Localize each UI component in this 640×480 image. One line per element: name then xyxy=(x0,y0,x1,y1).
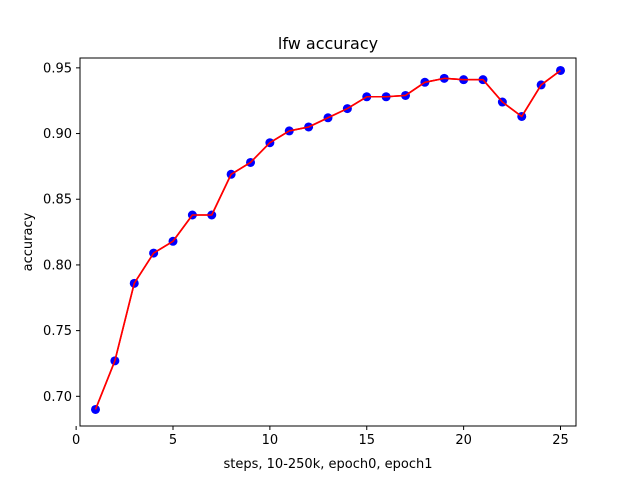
axes-frame xyxy=(79,57,577,427)
x-tick-label: 25 xyxy=(552,433,569,448)
x-tick-label: 10 xyxy=(262,433,279,448)
x-tick-label: 20 xyxy=(455,433,472,448)
x-tick-label: 0 xyxy=(72,433,80,448)
y-tick-label: 0.70 xyxy=(43,390,72,405)
y-tick-label: 0.80 xyxy=(43,258,72,273)
y-tick-label: 0.85 xyxy=(43,193,72,208)
y-axis-title: accuracy xyxy=(21,212,36,271)
x-tick-label: 15 xyxy=(358,433,375,448)
y-tick-label: 0.75 xyxy=(43,324,72,339)
y-tick-label: 0.95 xyxy=(43,61,72,76)
series-line-overlay xyxy=(94,69,561,410)
chart-title: lfw accuracy xyxy=(278,34,378,53)
plot-area: 0 5 10 15 20 25 0.70 0.75 0.80 0.85 0.90 0.95 xyxy=(43,61,569,448)
x-axis-title: steps, 10-250k, epoch0, epoch1 xyxy=(224,457,433,472)
x-tick-label: 5 xyxy=(169,433,177,448)
y-tick-label: 0.90 xyxy=(43,127,72,142)
